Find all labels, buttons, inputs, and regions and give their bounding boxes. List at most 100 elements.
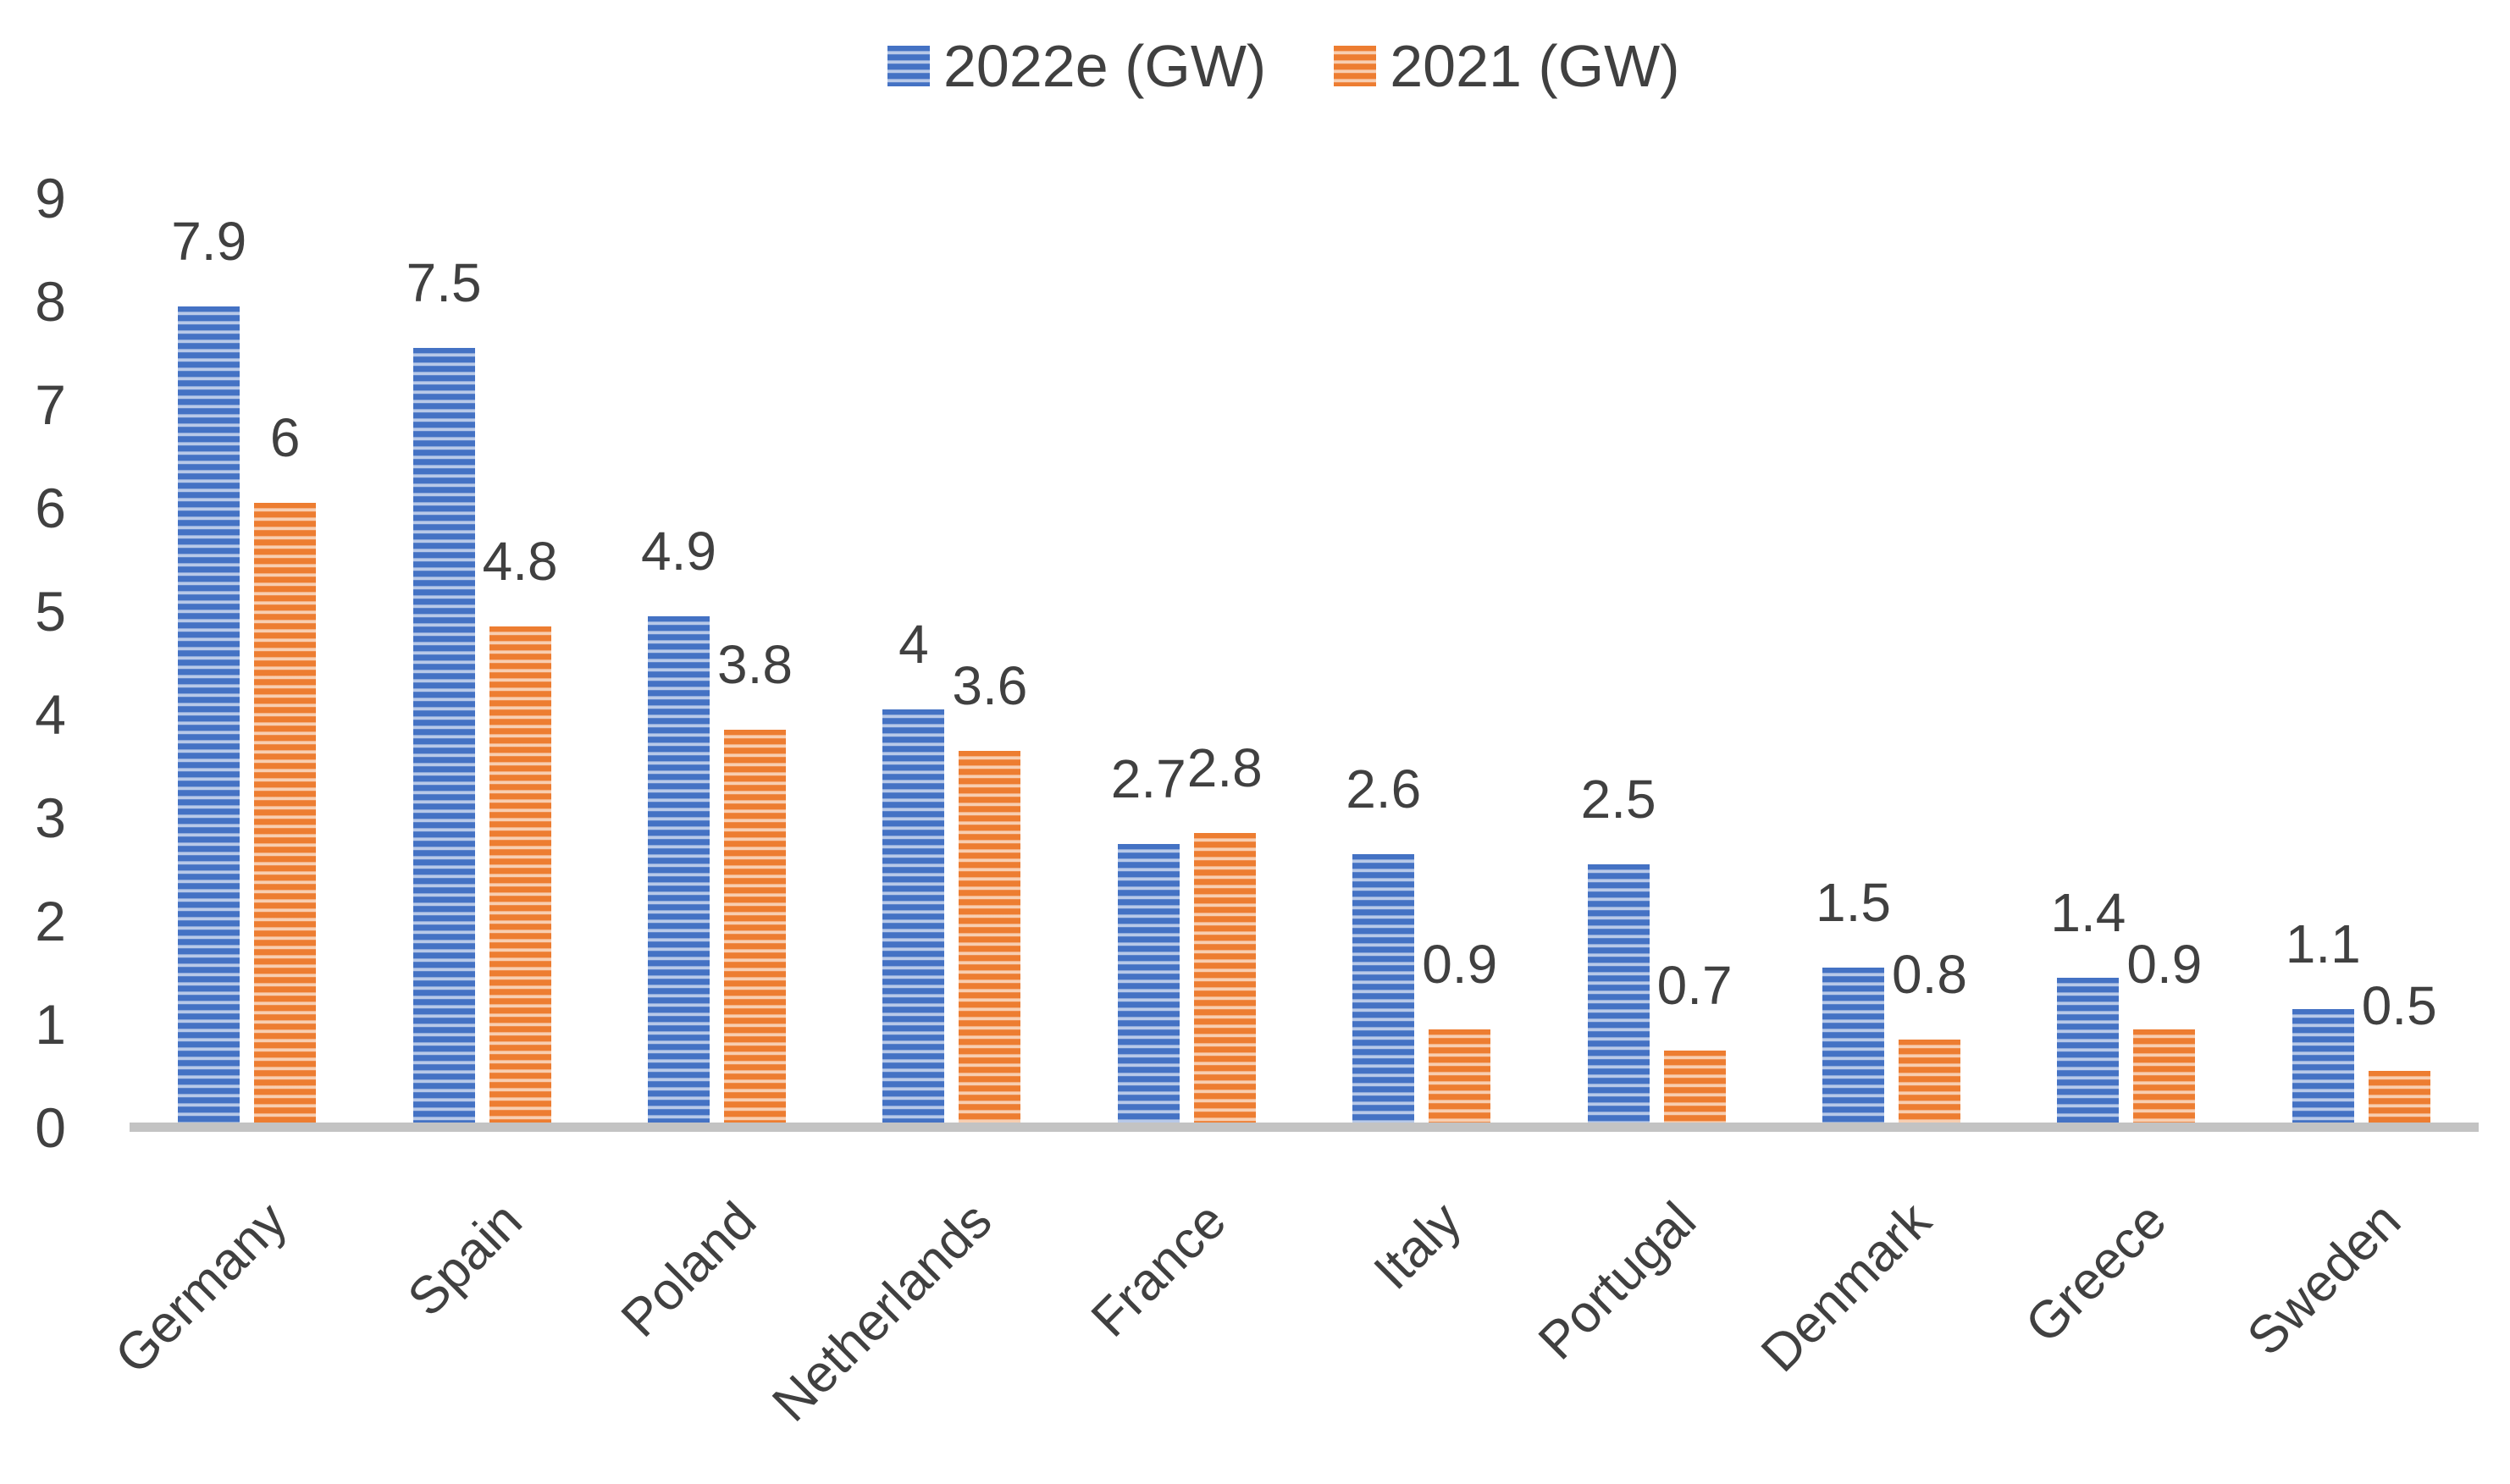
y-axis-tick-label-9: 9 — [35, 166, 66, 229]
value-label-2021-netherlands: 3.6 — [952, 654, 1028, 716]
bar-fill-2021-netherlands — [959, 750, 1021, 1123]
bar-2021-sweden[interactable]: 0.5 — [2362, 979, 2437, 1123]
y-axis-tick-label-4: 4 — [35, 682, 66, 746]
bar-2021-greece[interactable]: 0.9 — [2126, 937, 2202, 1123]
bar-fill-2021-portugal — [1663, 1050, 1726, 1123]
value-label-2021-spain: 4.8 — [482, 531, 558, 593]
bar-2022e-poland[interactable]: 4.9 — [641, 524, 716, 1123]
bar-group-italy: 2.6 0.9 — [1304, 193, 1539, 1123]
legend-item-2022e[interactable]: 2022e (GW) — [887, 32, 1266, 101]
category-label-denmark: Denmark — [1750, 1191, 1943, 1383]
bar-group-sweden: 1.1 0.5 — [2244, 193, 2479, 1123]
bar-2022e-sweden[interactable]: 1.1 — [2286, 917, 2361, 1123]
value-label-2021-poland: 3.8 — [717, 634, 793, 696]
value-label-2021-sweden: 0.5 — [2361, 975, 2437, 1036]
bar-2021-spain[interactable]: 4.8 — [483, 534, 558, 1123]
value-label-2021-portugal: 0.7 — [1656, 954, 1733, 1016]
bar-fill-2022e-denmark — [1822, 968, 1884, 1123]
category-label-france: France — [1081, 1191, 1238, 1349]
bar-2021-france[interactable]: 2.8 — [1187, 741, 1263, 1123]
bar-2022e-denmark[interactable]: 1.5 — [1816, 875, 1891, 1123]
bar-2022e-france[interactable]: 2.7 — [1111, 752, 1186, 1123]
category-label-greece: Greece — [2014, 1191, 2177, 1354]
value-label-2021-denmark: 0.8 — [1892, 944, 1967, 1006]
bar-2021-poland[interactable]: 3.8 — [717, 637, 793, 1123]
bar-group-netherlands: 4 3.6 — [834, 193, 1069, 1123]
bar-fill-2022e-greece — [2057, 978, 2120, 1123]
bar-fill-2021-france — [1193, 833, 1256, 1123]
value-label-2022e-sweden: 1.1 — [2285, 913, 2361, 974]
bar-fill-2021-germany — [254, 503, 317, 1123]
bar-group-denmark: 1.5 0.8 — [1774, 193, 2009, 1123]
value-label-2022e-greece: 1.4 — [2050, 882, 2126, 944]
bar-group-greece: 1.4 0.9 — [2009, 193, 2243, 1123]
y-axis-tick-label-5: 5 — [35, 579, 66, 643]
bar-2022e-germany[interactable]: 7.9 — [171, 214, 246, 1123]
bar-group-poland: 4.9 3.8 — [600, 193, 834, 1123]
bar-2022e-greece[interactable]: 1.4 — [2050, 885, 2126, 1123]
bar-fill-2022e-portugal — [1587, 864, 1650, 1123]
value-label-2022e-denmark: 1.5 — [1816, 872, 1891, 933]
y-axis-tick-label-0: 0 — [35, 1095, 66, 1159]
category-label-portugal: Portugal — [1528, 1191, 1708, 1371]
value-label-2022e-germany: 7.9 — [171, 211, 247, 273]
value-label-2022e-spain: 7.5 — [406, 252, 482, 313]
value-label-2022e-italy: 2.6 — [1346, 758, 1422, 819]
y-axis-tick-label-6: 6 — [35, 476, 66, 539]
legend-label-2021: 2021 (GW) — [1390, 33, 1680, 99]
bar-2021-germany[interactable]: 6 — [254, 411, 317, 1123]
y-axis-tick-label-2: 2 — [35, 889, 66, 952]
value-label-2022e-france: 2.7 — [1110, 748, 1186, 809]
category-label-spain: Spain — [396, 1191, 534, 1328]
legend-swatch-2022e-icon — [887, 46, 930, 87]
y-axis-tick-label-1: 1 — [35, 992, 66, 1056]
y-axis-tick-label-8: 8 — [35, 269, 66, 333]
value-label-2022e-portugal: 2.5 — [1580, 769, 1656, 830]
y-axis: 0 1 2 3 4 5 6 7 8 9 — [0, 0, 66, 1484]
bar-2021-italy[interactable]: 0.9 — [1422, 937, 1497, 1123]
bar-fill-2021-poland — [723, 730, 786, 1123]
value-label-2022e-poland: 4.9 — [641, 521, 716, 582]
bar-2022e-italy[interactable]: 2.6 — [1346, 762, 1421, 1123]
bar-2022e-netherlands[interactable]: 4 — [882, 617, 945, 1123]
bar-2022e-portugal[interactable]: 2.5 — [1581, 772, 1656, 1123]
bar-fill-2021-sweden — [2368, 1071, 2430, 1123]
bar-fill-2022e-poland — [647, 616, 710, 1123]
category-label-germany: Germany — [103, 1191, 298, 1386]
x-axis-line — [130, 1123, 2479, 1132]
value-label-2021-italy: 0.9 — [1422, 934, 1498, 996]
y-axis-tick-label-3: 3 — [35, 786, 66, 849]
bar-2021-portugal[interactable]: 0.7 — [1657, 958, 1733, 1123]
chart-legend: 2022e (GW) 2021 (GW) — [887, 32, 1680, 101]
bar-group-portugal: 2.5 0.7 — [1539, 193, 1773, 1123]
bar-2021-netherlands[interactable]: 3.6 — [952, 659, 1027, 1123]
value-label-2021-greece: 0.9 — [2126, 934, 2203, 996]
value-label-2021-france: 2.8 — [1186, 737, 1263, 799]
bar-fill-2022e-italy — [1352, 853, 1415, 1123]
category-label-netherlands: Netherlands — [760, 1191, 1003, 1433]
legend-label-2022e: 2022e (GW) — [943, 33, 1267, 99]
value-label-2022e-netherlands: 4 — [898, 614, 929, 675]
bar-2021-denmark[interactable]: 0.8 — [1892, 947, 1967, 1123]
bar-group-spain: 7.5 4.8 — [364, 193, 599, 1123]
bar-fill-2021-denmark — [1898, 1040, 1960, 1123]
bar-fill-2022e-spain — [412, 348, 475, 1123]
bar-fill-2021-italy — [1429, 1029, 1491, 1123]
bar-fill-2022e-france — [1117, 843, 1180, 1123]
legend-item-2021[interactable]: 2021 (GW) — [1334, 32, 1680, 101]
bar-group-germany: 7.9 6 — [130, 193, 364, 1123]
bar-fill-2021-greece — [2133, 1029, 2196, 1123]
category-label-poland: Poland — [611, 1191, 768, 1349]
bar-fill-2022e-germany — [178, 306, 240, 1123]
value-label-2021-germany: 6 — [269, 407, 301, 468]
bar-group-france: 2.7 2.8 — [1070, 193, 1304, 1123]
bar-2022e-spain[interactable]: 7.5 — [406, 256, 482, 1123]
legend-swatch-2021-icon — [1334, 46, 1377, 87]
y-axis-tick-label-7: 7 — [35, 372, 66, 436]
bar-fill-2022e-netherlands — [882, 709, 945, 1123]
bar-fill-2022e-sweden — [2292, 1008, 2354, 1123]
bar-fill-2021-spain — [489, 626, 551, 1123]
plot-area: 7.9 6 7.5 4.8 4.9 3.8 4 3.6 2.7 2.8 2.6 0.9 2.5 0.7 1.… — [130, 193, 2479, 1123]
category-label-sweden: Sweden — [2236, 1191, 2413, 1367]
